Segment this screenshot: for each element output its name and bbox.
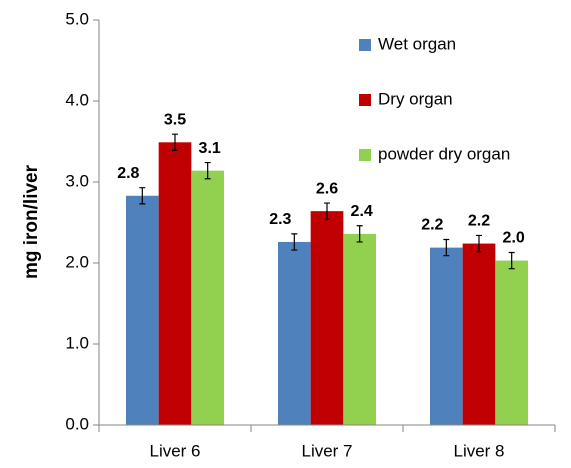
bar [462, 243, 496, 425]
y-tick-label: 0.0 [65, 414, 89, 433]
legend-label: Wet organ [378, 34, 456, 53]
value-label: 2.0 [503, 230, 525, 247]
error-bar [291, 233, 298, 251]
value-label: 2.8 [117, 165, 139, 182]
error-bar [356, 225, 363, 243]
legend-label: powder dry organ [378, 144, 510, 163]
bar [495, 260, 529, 425]
error-bar [476, 234, 482, 253]
error-bar [139, 187, 146, 205]
error-bar [508, 251, 515, 270]
bar [310, 211, 344, 425]
x-tick-label: Liver 7 [301, 441, 352, 460]
bar [343, 233, 377, 425]
y-axis-label: mg iron/liver [21, 164, 42, 279]
bar [191, 170, 225, 425]
error-bar [172, 133, 178, 152]
y-tick-label: 2.0 [65, 252, 89, 271]
value-label: 3.1 [199, 140, 221, 157]
y-tick-label: 3.0 [65, 171, 89, 190]
bar [158, 142, 192, 425]
bar [125, 195, 159, 425]
y-tick-label: 4.0 [65, 90, 89, 109]
value-label: 2.4 [351, 203, 373, 220]
error-bar [324, 202, 330, 220]
legend-swatch [359, 149, 371, 161]
value-label: 3.5 [164, 111, 186, 128]
error-bar [443, 238, 450, 257]
bar [277, 241, 311, 425]
value-label: 2.6 [316, 180, 338, 197]
y-tick-label: 1.0 [65, 333, 89, 352]
error-bar [204, 161, 211, 180]
bar [429, 247, 463, 425]
value-label: 2.3 [269, 211, 291, 228]
legend-swatch [359, 94, 371, 106]
x-tick-label: Liver 8 [453, 441, 504, 460]
legend-swatch [359, 39, 371, 51]
y-tick-label: 5.0 [65, 9, 89, 28]
legend-label: Dry organ [378, 89, 453, 108]
x-tick-label: Liver 6 [149, 441, 200, 460]
value-label: 2.2 [421, 217, 443, 234]
value-label: 2.2 [468, 213, 490, 230]
